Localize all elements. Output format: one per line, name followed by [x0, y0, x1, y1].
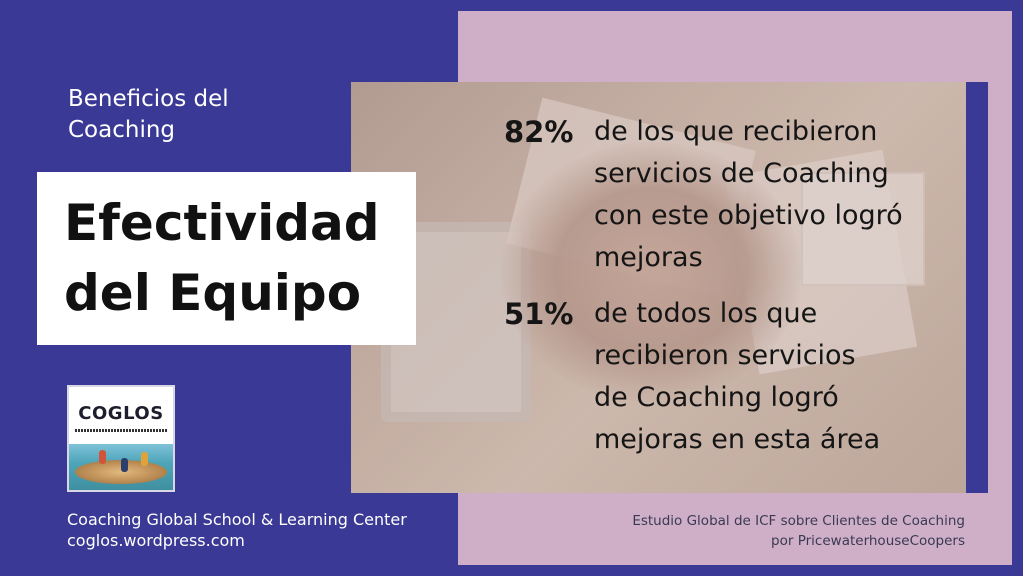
logo-tagline-graphic [75, 429, 167, 432]
coglos-logo: COGLOS [67, 385, 175, 492]
notebook-shape [801, 172, 925, 286]
section-subtitle: Beneficios del Coaching [68, 84, 328, 146]
subtitle-line: Beneficios del [68, 86, 229, 112]
accent-strip [966, 82, 988, 493]
logo-name: COGLOS [78, 403, 164, 424]
source-line: Estudio Global de ICF sobre Clientes de … [632, 513, 965, 529]
stacked-hands-shape [501, 142, 801, 402]
title-box: Efectividad del Equipo [37, 172, 416, 345]
stat-item: 82% de los que recibieron servicios de C… [504, 111, 974, 279]
organization-name: Coaching Global School & Learning Center [67, 510, 407, 529]
organization-footer: Coaching Global School & Learning Center… [67, 509, 407, 551]
organization-url: coglos.wordpress.com [67, 531, 245, 550]
source-line: por PricewaterhouseCoopers [771, 533, 965, 549]
title-line: del Equipo [64, 264, 362, 322]
logo-figure [141, 452, 148, 466]
logo-illustration [69, 444, 173, 490]
title-line: Efectividad [64, 194, 380, 252]
stat-item: 51% de todos los que recibieron servicio… [504, 293, 974, 461]
source-citation: Estudio Global de ICF sobre Clientes de … [632, 511, 965, 551]
stat-description: de los que recibieron servicios de Coach… [594, 116, 903, 273]
stat-percent: 82% [504, 115, 574, 149]
photo-overlay [351, 82, 966, 493]
team-hands-photo [351, 82, 966, 493]
stat-description: de todos los que recibieron servicios de… [594, 298, 881, 455]
subtitle-line: Coaching [68, 117, 176, 143]
logo-figure [99, 450, 106, 464]
logo-figure [121, 458, 128, 472]
stat-percent: 51% [504, 297, 574, 331]
